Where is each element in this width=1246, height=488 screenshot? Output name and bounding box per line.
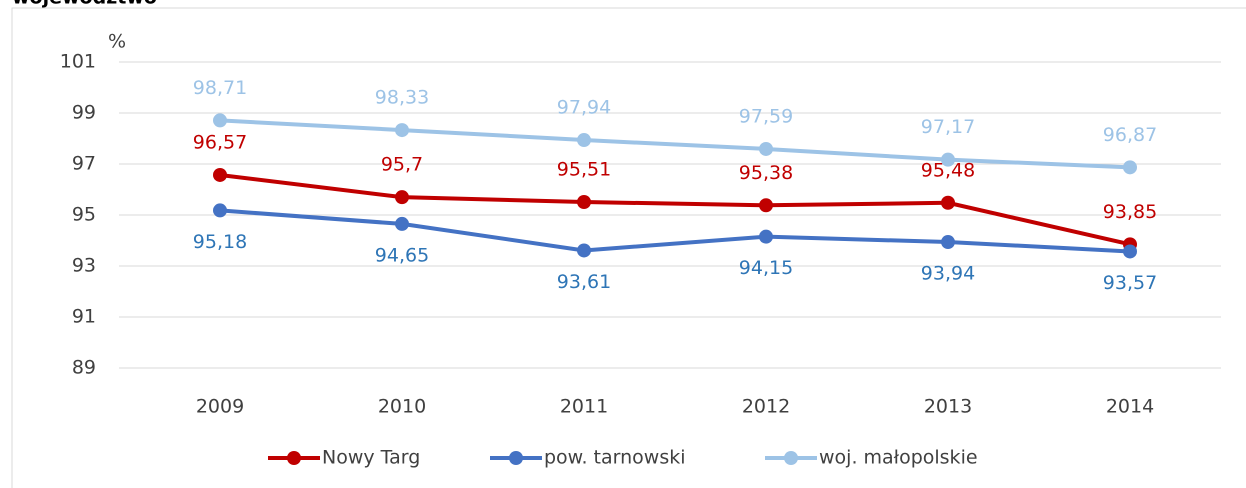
legend-marker <box>784 451 798 465</box>
legend-label: pow. tarnowski <box>544 447 686 469</box>
data-label: 95,38 <box>739 162 793 184</box>
data-label: 94,15 <box>739 257 793 279</box>
point <box>941 195 955 210</box>
data-label: 93,61 <box>557 271 611 293</box>
x-tick-label: 2010 <box>378 396 426 418</box>
data-label: 95,51 <box>557 158 611 180</box>
data-label: 93,94 <box>921 263 975 285</box>
point <box>577 194 591 209</box>
data-label: 98,33 <box>375 87 429 109</box>
data-label: 98,71 <box>193 77 247 99</box>
point <box>577 133 591 148</box>
legend-label: woj. małopolskie <box>819 447 978 469</box>
legend-marker <box>509 451 523 465</box>
data-label: 97,59 <box>739 105 793 127</box>
point <box>395 123 409 138</box>
point <box>941 235 955 250</box>
x-tick-label: 2013 <box>924 396 972 418</box>
y-tick-label: 91 <box>72 306 96 328</box>
data-label: 93,85 <box>1103 201 1157 223</box>
point <box>213 203 227 218</box>
y-tick-label: 89 <box>72 357 96 379</box>
point <box>395 216 409 231</box>
point <box>759 229 773 244</box>
data-label: 95,7 <box>381 154 423 176</box>
point <box>395 190 409 205</box>
y-tick-label: 93 <box>72 255 96 277</box>
data-label: 97,94 <box>557 97 611 119</box>
x-tick-label: 2011 <box>560 396 608 418</box>
point <box>759 198 773 213</box>
series-line <box>219 118 1131 170</box>
y-tick-label: 95 <box>72 204 96 226</box>
x-tick-label: 2009 <box>196 396 244 418</box>
x-tick-label: 2012 <box>742 396 790 418</box>
point <box>1123 244 1137 259</box>
y-tick-label: 99 <box>72 102 96 124</box>
point <box>941 152 955 167</box>
data-label: 96,57 <box>193 131 247 153</box>
point <box>213 113 227 128</box>
y-tick-label: 101 <box>60 51 96 73</box>
chart-title: województwo <box>12 0 157 9</box>
legend-label: Nowy Targ <box>322 447 420 469</box>
point <box>213 167 227 182</box>
point <box>759 141 773 156</box>
data-label: 94,65 <box>375 244 429 266</box>
y-axis-label: % <box>108 31 126 53</box>
data-label: 95,18 <box>193 231 247 253</box>
series-line <box>219 208 1131 254</box>
point <box>577 243 591 258</box>
point <box>1123 160 1137 175</box>
data-label: 95,48 <box>921 159 975 181</box>
legend-marker <box>287 451 301 465</box>
data-label: 97,17 <box>921 116 975 138</box>
x-tick-label: 2014 <box>1106 396 1154 418</box>
data-label: 93,57 <box>1103 272 1157 294</box>
y-tick-label: 97 <box>72 153 96 175</box>
series-line <box>219 172 1131 247</box>
data-label: 96,87 <box>1103 124 1157 146</box>
